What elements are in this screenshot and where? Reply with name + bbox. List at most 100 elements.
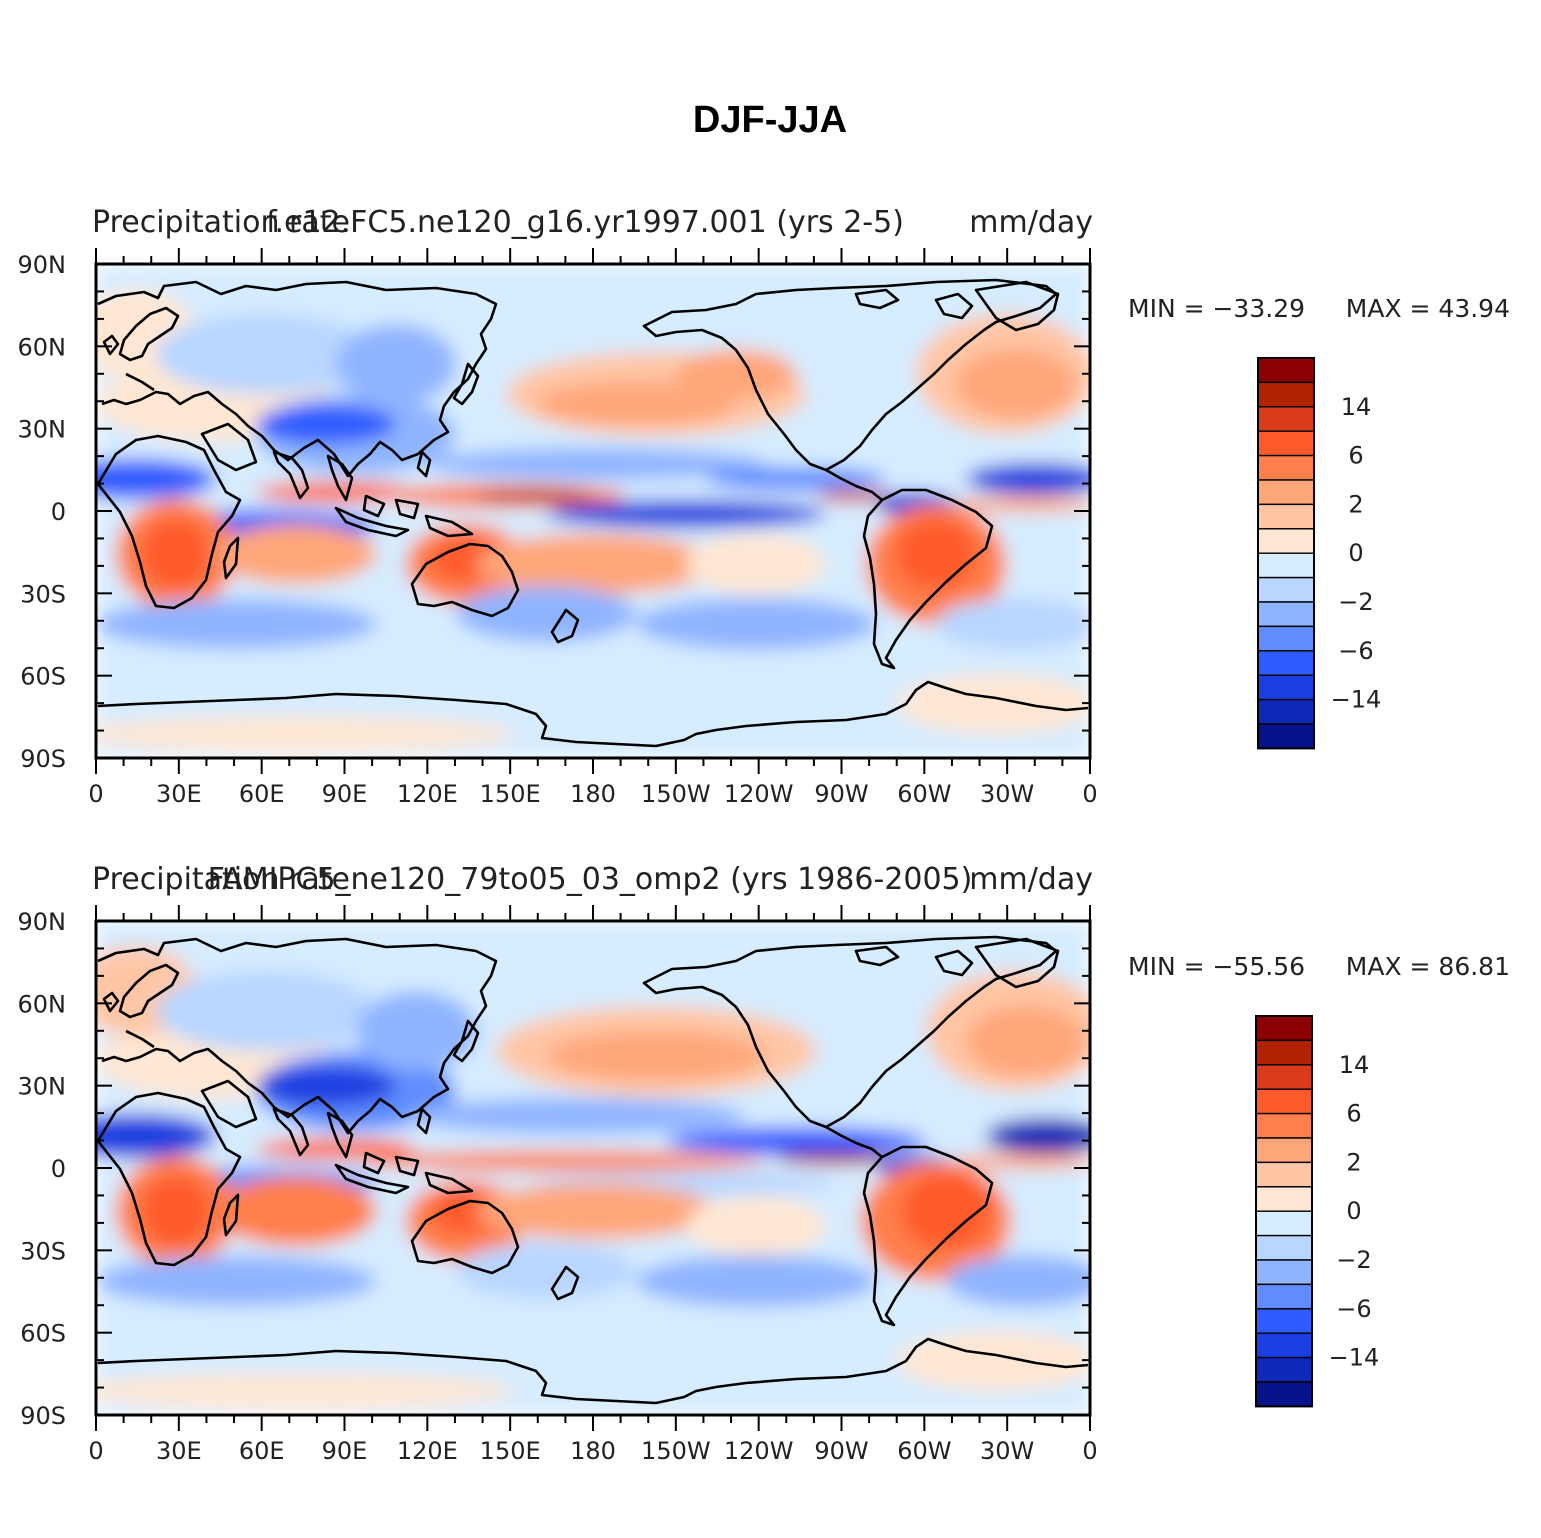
- lon-tick-label: 0: [88, 780, 103, 808]
- colorbar-label: −14: [1329, 1344, 1380, 1372]
- colorbar-label: −6: [1336, 1295, 1371, 1323]
- panel-1-precip-field: [56, 264, 1106, 758]
- lat-tick-label: 90S: [20, 1402, 66, 1430]
- lon-tick-label: 180: [570, 780, 616, 808]
- colorbar-swatch: [1257, 698, 1315, 725]
- colorbar-label: 6: [1346, 1100, 1361, 1128]
- lon-tick-label: 30E: [156, 1437, 202, 1465]
- colorbar-swatch: [1257, 479, 1315, 506]
- colorbar-swatch: [1257, 723, 1315, 750]
- colorbar-swatch: [1255, 1283, 1313, 1310]
- colorbar-swatch: [1257, 381, 1315, 408]
- lon-tick-label: 30E: [156, 780, 202, 808]
- panel-2-min-label: MIN = −55.56: [1128, 952, 1305, 981]
- colorbar-label: −2: [1336, 1246, 1371, 1274]
- panel-1-ticks: 90N 60N 30N 0 30S 60S 90S 0 30E 60E 90E 120E 150E 180…: [18, 248, 1098, 808]
- lat-tick-label: 60N: [18, 333, 67, 361]
- colorbar-swatch: [1255, 1186, 1313, 1212]
- lon-tick-label: 90E: [322, 1437, 368, 1465]
- colorbar-swatch: [1255, 1234, 1313, 1261]
- lat-tick-label: 60S: [20, 663, 66, 691]
- figure-title: DJF-JJA: [693, 99, 847, 141]
- lon-tick-label: 150W: [641, 780, 711, 808]
- lon-tick-label: 120E: [397, 1437, 458, 1465]
- panel-1-min-label: MIN = −33.29: [1128, 294, 1305, 323]
- colorbar-label: 14: [1341, 393, 1372, 421]
- panel-2-map: 90N 60N 30N 0 30S 60S 90S 0 30E 60E 90E 120E 150E 180…: [18, 905, 1098, 1465]
- lon-tick-label: 150W: [641, 1437, 711, 1465]
- colorbar-swatch: [1255, 1308, 1313, 1334]
- lon-tick-label: 120W: [724, 780, 794, 808]
- colorbar-swatch: [1255, 1356, 1313, 1383]
- colorbar-label: 0: [1348, 539, 1363, 567]
- colorbar-swatch: [1255, 1015, 1313, 1042]
- panel-1-case-name: f.e12.FC5.ne120_g16.yr1997.001 (yrs 2-5): [266, 205, 904, 240]
- colorbar-swatch: [1257, 454, 1315, 481]
- lon-tick-label: 150E: [480, 1437, 541, 1465]
- lat-tick-label: 90S: [20, 745, 66, 773]
- panel-2-max-label: MAX = 86.81: [1346, 952, 1510, 981]
- panel-1: Precipitation rate f.e12.FC5.ne120_g16.y…: [18, 205, 1511, 808]
- colorbar-swatch: [1255, 1332, 1313, 1359]
- colorbar-swatch: [1257, 528, 1315, 554]
- colorbar-label: 2: [1346, 1148, 1361, 1176]
- panel-2-units: mm/day: [969, 862, 1093, 897]
- colorbar-swatch: [1257, 406, 1315, 432]
- colorbar-swatch: [1255, 1137, 1313, 1164]
- lon-tick-label: 0: [1082, 780, 1097, 808]
- lat-tick-label: 60S: [20, 1320, 66, 1348]
- colorbar-swatch: [1255, 1112, 1313, 1139]
- lon-tick-label: 30W: [980, 1437, 1034, 1465]
- panel-2-colorbar: 14 6 2 0 −2 −6 −14: [1255, 1015, 1380, 1408]
- lon-tick-label: 0: [88, 1437, 103, 1465]
- colorbar-swatch: [1255, 1259, 1313, 1286]
- lon-tick-label: 90W: [814, 780, 868, 808]
- colorbar-label: 2: [1348, 490, 1363, 518]
- colorbar-frame: [1255, 1015, 1313, 1408]
- lat-tick-label: 90N: [18, 908, 67, 936]
- lat-tick-label: 30N: [18, 1073, 67, 1101]
- panel-1-max-label: MAX = 43.94: [1346, 294, 1510, 323]
- colorbar-label: −6: [1338, 637, 1373, 665]
- colorbar-swatch: [1257, 430, 1315, 457]
- colorbar-swatch: [1257, 625, 1315, 652]
- lon-tick-label: 150E: [480, 780, 541, 808]
- panel-2: Precipitation rate FAMIPC5_ne120_79to05_…: [18, 862, 1511, 1465]
- lon-tick-label: 60E: [239, 780, 285, 808]
- colorbar-swatch: [1257, 601, 1315, 628]
- lat-tick-label: 60N: [18, 990, 67, 1018]
- lon-tick-label: 90E: [322, 780, 368, 808]
- colorbar-swatch: [1257, 357, 1315, 384]
- colorbar-label: −14: [1331, 686, 1382, 714]
- colorbar-label: 6: [1348, 442, 1363, 470]
- panel-2-variable-label: Precipitation rate: [92, 862, 350, 897]
- colorbar-swatch: [1255, 1210, 1313, 1237]
- lon-tick-label: 60E: [239, 1437, 285, 1465]
- lon-tick-label: 30W: [980, 780, 1034, 808]
- colorbar-label: −2: [1338, 588, 1373, 616]
- lon-tick-label: 60W: [897, 780, 951, 808]
- colorbar-swatch: [1257, 552, 1315, 579]
- lon-tick-label: 120W: [724, 1437, 794, 1465]
- panel-1-units: mm/day: [969, 205, 1093, 240]
- colorbar-swatch: [1255, 1039, 1313, 1066]
- colorbar-swatch: [1255, 1381, 1313, 1408]
- lat-tick-label: 0: [51, 1155, 66, 1183]
- lon-tick-label: 120E: [397, 780, 458, 808]
- colorbar-label: 14: [1339, 1051, 1370, 1079]
- lat-tick-label: 90N: [18, 251, 67, 279]
- colorbar-frame: [1257, 357, 1315, 750]
- colorbar-swatch: [1257, 503, 1315, 530]
- colorbar-swatch: [1257, 674, 1315, 701]
- lon-tick-label: 60W: [897, 1437, 951, 1465]
- panel-2-ticks: 90N 60N 30N 0 30S 60S 90S 0 30E 60E 90E 120E 150E 180…: [18, 905, 1098, 1465]
- lat-tick-label: 30N: [18, 416, 67, 444]
- lon-tick-label: 180: [570, 1437, 616, 1465]
- colorbar-swatch: [1257, 650, 1315, 676]
- colorbar-label: 0: [1346, 1197, 1361, 1225]
- lon-tick-label: 90W: [814, 1437, 868, 1465]
- colorbar-swatch: [1255, 1064, 1313, 1090]
- colorbar-swatch: [1257, 576, 1315, 603]
- panel-2-case-name: FAMIPC5_ne120_79to05_03_omp2 (yrs 1986-2…: [208, 862, 973, 897]
